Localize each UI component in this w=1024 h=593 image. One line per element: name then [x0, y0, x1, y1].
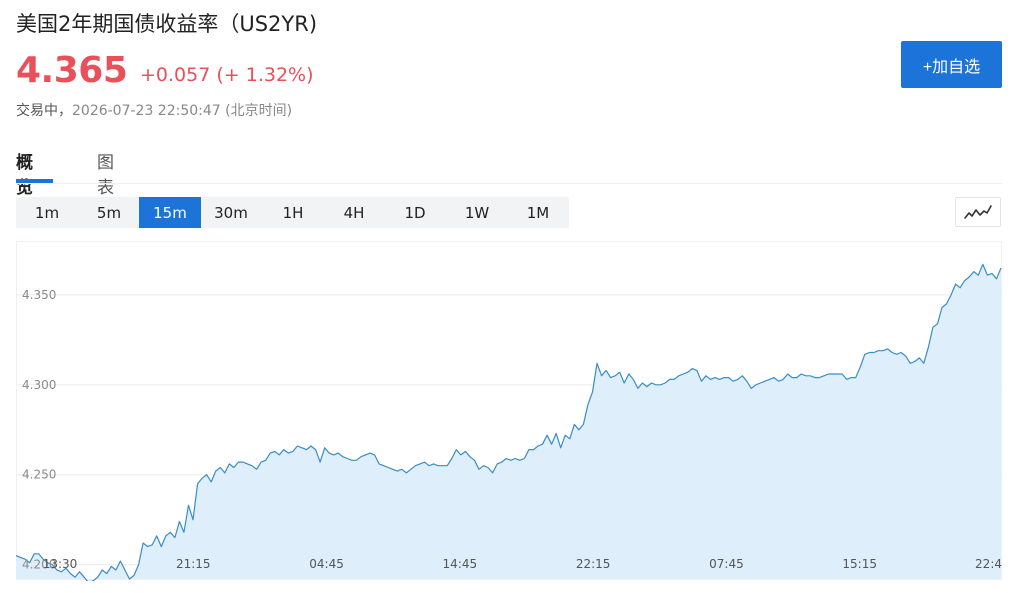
x-tick-label: 21:15 [176, 557, 211, 571]
interval-4h[interactable]: 4H [343, 203, 365, 222]
y-tick-label: 4.250 [22, 468, 56, 482]
page-title: 美国2年期国债收益率（US2YR) [16, 12, 318, 36]
interval-5m[interactable]: 5m [96, 203, 122, 222]
interval-1w[interactable]: 1W [464, 203, 490, 222]
interval-1mo[interactable]: 1M [526, 203, 550, 222]
interval-1d[interactable]: 1D [404, 203, 426, 222]
interval-30m[interactable]: 30m [214, 203, 248, 222]
y-tick-label: 4.200 [22, 558, 56, 572]
interval-15m[interactable]: 15m [139, 197, 201, 228]
price-chart-svg: 4.200 4.250 4.300 4.350 13:30 21:15 04:45 14:45… [16, 241, 1002, 581]
tab-overview[interactable]: 概览 [16, 153, 33, 198]
x-tick-label: 04:45 [309, 557, 344, 571]
interval-selector: 1m 5m 15m 30m 1H 4H 1D 1W 1M [16, 197, 569, 228]
x-tick-label: 07:45 [709, 557, 744, 571]
price-chart: 4.200 4.250 4.300 4.350 13:30 21:15 04:45 14:45… [16, 241, 1002, 581]
x-tick-label: 22:4 [975, 557, 1002, 571]
line-chart-icon [964, 205, 992, 219]
trading-status: 交易中，2026-07-23 22:50:47 (北京时间) [16, 100, 292, 120]
x-tick-label: 22:15 [576, 557, 611, 571]
series-area [16, 264, 1001, 581]
y-tick-label: 4.300 [22, 378, 56, 392]
add-to-watchlist-button[interactable]: +加自选 [901, 41, 1002, 88]
x-tick-label: 15:15 [842, 557, 877, 571]
timestamp: 2026-07-23 22:50:47 (北京时间) [72, 103, 293, 119]
x-tick-label: 13:30 [43, 557, 78, 571]
y-tick-label: 4.350 [22, 288, 56, 302]
chart-type-button[interactable] [955, 197, 1001, 227]
interval-1h[interactable]: 1H [282, 203, 304, 222]
status-label: 交易中， [16, 103, 72, 119]
interval-1m[interactable]: 1m [34, 203, 60, 222]
x-tick-label: 14:45 [443, 557, 478, 571]
tab-chart[interactable]: 图表 [97, 153, 114, 198]
price-change: +0.057 (+ 1.32%) [140, 64, 314, 86]
current-price: 4.365 [16, 50, 128, 91]
tab-divider [16, 183, 1002, 184]
plot-frame [16, 241, 1002, 580]
active-tab-indicator [16, 179, 53, 183]
series-line [16, 263, 1002, 581]
